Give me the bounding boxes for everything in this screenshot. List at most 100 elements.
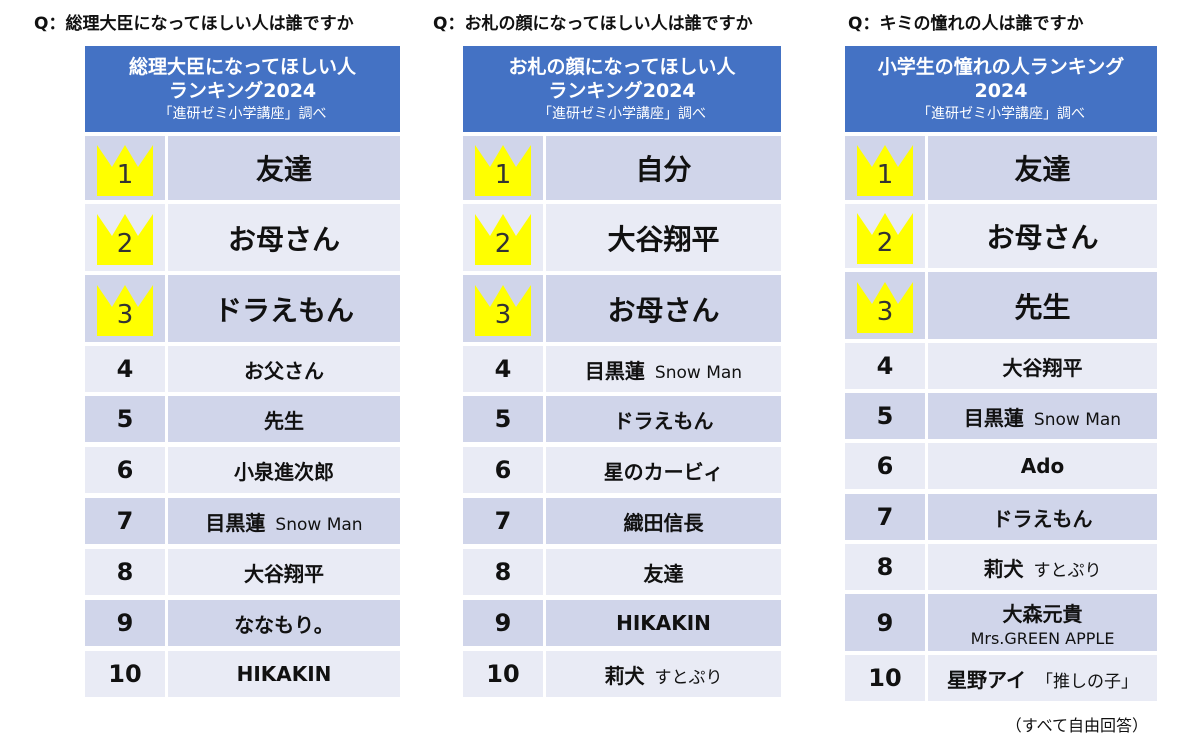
ranking-panel-banknote: お札の顔になってほしい人 ランキング2024 「進研ゼミ小学講座」調べ 1 自分 2… [463,46,781,697]
rank-cell: 4 [85,346,165,392]
rank-number: 8 [116,558,134,586]
person-name: HIKAKIN [236,662,332,686]
name-line: 大森元貴 [1003,598,1083,627]
ranking-rows: 1 友達 2 お母さん 3 ドラえもん 4 お父さん 5 先生 6 小泉進次郎 7 目黒蓮 Snow Man… [85,132,400,697]
name-line: 友達 [1014,148,1070,188]
person-name: HIKAKIN [616,611,711,635]
person-name: 先生 [264,408,304,433]
name-line: 小泉進次郎 [234,456,334,485]
ranking-row: 1 友達 [85,136,400,200]
name-line: 目黒蓮 Snow Man [964,402,1121,431]
name-line: ドラえもん [214,289,354,329]
name-cell: お母さん [546,275,781,342]
rank-number: 3 [116,300,134,330]
rank-cell: 10 [463,651,543,697]
person-name: 大森元貴 [1002,601,1083,626]
name-line: ななもり。 [234,609,334,638]
rank-number: 10 [108,660,142,688]
rank-cell: 9 [85,600,165,646]
ranking-row: 6 小泉進次郎 [85,447,400,493]
rank-cell: 3 [845,272,925,339]
name-cell: 先生 [928,272,1157,339]
person-affiliation: Snow Man [275,514,363,535]
rank-number: 2 [494,229,512,259]
ranking-row: 9 大森元貴 Mrs.GREEN APPLE [845,594,1157,651]
person-affiliation: Snow Man [1033,409,1122,430]
ranking-row: 7 目黒蓮 Snow Man [85,498,400,544]
name-line: 友達 [256,148,312,188]
name-line: お母さん [228,218,340,258]
rank-number: 5 [116,405,134,433]
rank-cell: 1 [463,136,543,200]
rank-cell: 5 [85,396,165,442]
name-line: 先生 [1014,286,1070,326]
crown-icon: 3 [95,281,155,336]
ranking-rows: 1 友達 2 お母さん 3 先生 4 大谷翔平 5 目黒蓮 Snow Man 6 Ado 7 ドラえもん 8 莉… [845,132,1157,701]
ranking-rows: 1 自分 2 大谷翔平 3 お母さん 4 目黒蓮 Snow Man 5 ドラえもん 6 星のカービィ 7 織… [463,132,781,697]
question-2: Q：お札の顔になってほしい人は誰ですか [433,14,753,34]
person-name: お父さん [244,358,324,383]
crown-icon: 3 [855,278,915,333]
rank-number: 3 [876,297,894,327]
crown-icon: 1 [855,141,915,196]
rank-cell: 2 [85,204,165,271]
ranking-row: 1 友達 [845,136,1157,200]
name-line: 莉犬 すとぷり [605,660,723,689]
rank-number: 1 [116,159,134,190]
person-name: 友達 [1014,153,1071,186]
rank-cell: 2 [463,204,543,271]
rank-cell: 2 [845,204,925,268]
ranking-row: 5 先生 [85,396,400,442]
name-cell: 友達 [168,136,400,200]
rank-number: 7 [494,507,512,535]
panel-title-line-2: 2024 [974,80,1028,102]
panel-title-line-1: 総理大臣になってほしい人 [128,56,357,78]
person-name: お母さん [227,222,340,256]
name-cell: 目黒蓮 Snow Man [546,346,781,392]
panel-header: 小学生の憧れの人ランキング 2024 「進研ゼミ小学講座」調べ [845,46,1157,132]
rank-cell: 6 [463,447,543,493]
ranking-panel-admired: 小学生の憧れの人ランキング 2024 「進研ゼミ小学講座」調べ 1 友達 2 お母さん… [845,46,1157,701]
rank-number: 4 [494,355,512,383]
rank-number: 6 [116,456,134,484]
person-name: ななもり。 [234,612,334,637]
person-name: お母さん [986,221,1099,254]
footnote: （すべて自由回答） [1005,716,1148,735]
person-affiliation: すとぷり [1033,560,1102,581]
panel-source: 「進研ゼミ小学講座」調べ [917,106,1085,122]
ranking-row: 9 HIKAKIN [463,600,781,646]
name-line: 自分 [635,148,691,188]
person-name: 織田信長 [623,510,704,535]
name-cell: 大谷翔平 [928,343,1157,389]
rank-number: 8 [876,553,894,581]
person-name: 目黒蓮 [963,405,1024,430]
name-line: HIKAKIN [616,611,711,635]
crown-icon: 2 [473,210,533,265]
ranking-row: 5 目黒蓮 Snow Man [845,393,1157,439]
panel-header: お札の顔になってほしい人 ランキング2024 「進研ゼミ小学講座」調べ [463,46,781,132]
name-cell: 友達 [928,136,1157,200]
ranking-row: 7 ドラえもん [845,494,1157,540]
name-cell: 自分 [546,136,781,200]
person-name: 自分 [635,153,692,186]
name-line: 大谷翔平 [1003,352,1083,381]
ranking-row: 6 Ado [845,443,1157,489]
person-name: 先生 [1014,290,1071,324]
ranking-row: 2 大谷翔平 [463,204,781,271]
rank-cell: 7 [463,498,543,544]
rank-cell: 6 [845,443,925,489]
rank-cell: 1 [845,136,925,200]
name-line: お父さん [244,355,324,384]
name-line: ドラえもん [614,405,714,434]
person-name: 莉犬 [983,556,1024,581]
person-name: ドラえもん [213,293,354,327]
name-line: 大谷翔平 [244,558,324,587]
ranking-row: 4 目黒蓮 Snow Man [463,346,781,392]
rank-cell: 4 [463,346,543,392]
crown-icon: 2 [855,209,915,264]
ranking-row: 9 ななもり。 [85,600,400,646]
name-line: ドラえもん [993,503,1093,532]
person-name: 大谷翔平 [1002,355,1083,380]
name-cell: ななもり。 [168,600,400,646]
ranking-row: 4 大谷翔平 [845,343,1157,389]
